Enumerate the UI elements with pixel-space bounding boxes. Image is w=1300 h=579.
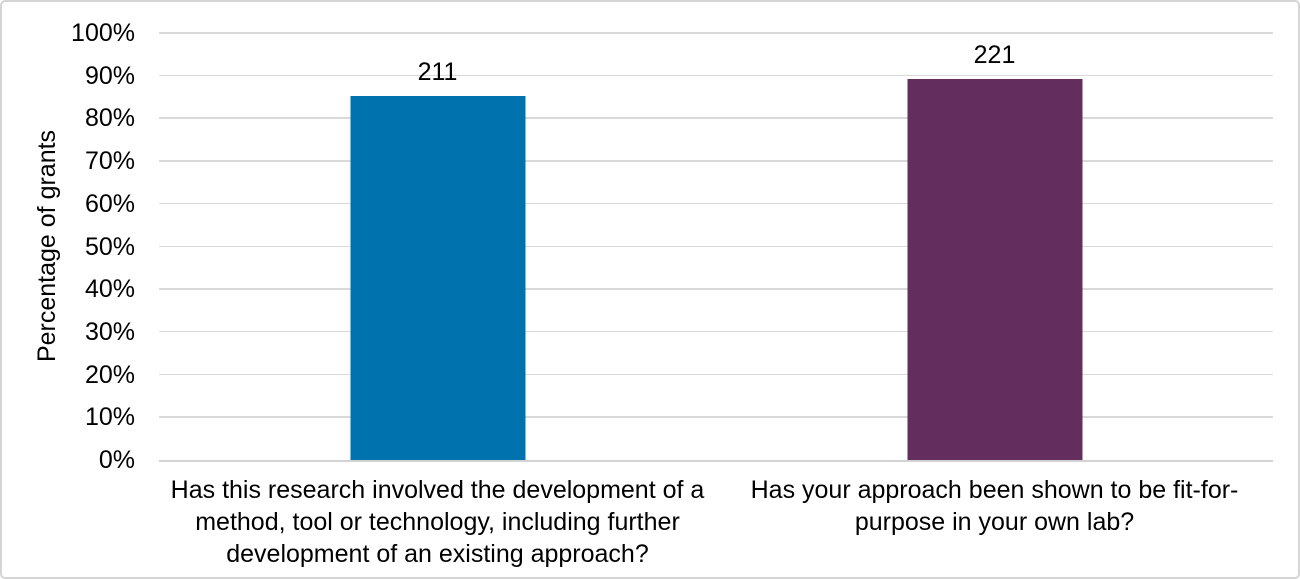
bar-2 bbox=[907, 79, 1082, 460]
x-axis-label-2: Has your approach been shown to be fit-f… bbox=[750, 476, 1239, 536]
x-axis-label-1: Has this research involved the developme… bbox=[170, 476, 705, 568]
y-tick-label-70%: 70% bbox=[84, 147, 135, 176]
y-tick-label-90%: 90% bbox=[84, 61, 135, 90]
gridline-90% bbox=[159, 74, 1273, 77]
bar-value-label-1: 211 bbox=[417, 58, 458, 87]
gridline-100% bbox=[159, 32, 1273, 34]
gridline-50% bbox=[159, 245, 1273, 247]
category-slot-2: 221 bbox=[716, 33, 1273, 460]
y-tick-label-60%: 60% bbox=[84, 189, 135, 218]
y-tick-label-20%: 20% bbox=[84, 360, 135, 389]
gridline-80% bbox=[159, 117, 1273, 119]
category-slot-1: 211 bbox=[159, 33, 716, 460]
y-tick-label-30%: 30% bbox=[84, 317, 135, 346]
gridline-30% bbox=[159, 330, 1273, 333]
y-tick-label-50%: 50% bbox=[84, 232, 135, 261]
gridline-70% bbox=[159, 160, 1273, 162]
x-axis-label-row: Has this research involved the developme… bbox=[159, 474, 1273, 570]
gridline-0% bbox=[159, 460, 1273, 462]
gridline-10% bbox=[159, 416, 1273, 418]
y-tick-label-0%: 0% bbox=[98, 446, 135, 474]
bar-1 bbox=[350, 96, 525, 460]
y-tick-label-40%: 40% bbox=[84, 275, 135, 304]
gridline-60% bbox=[159, 202, 1273, 205]
y-tick-label-10%: 10% bbox=[84, 403, 135, 432]
gridline-40% bbox=[159, 288, 1273, 290]
gridline-20% bbox=[159, 373, 1273, 376]
y-tick-label-80%: 80% bbox=[84, 104, 135, 133]
plot-area: 211 221 bbox=[159, 32, 1273, 462]
bar-value-label-2: 221 bbox=[973, 41, 1016, 70]
y-tick-label-100%: 100% bbox=[71, 19, 135, 47]
